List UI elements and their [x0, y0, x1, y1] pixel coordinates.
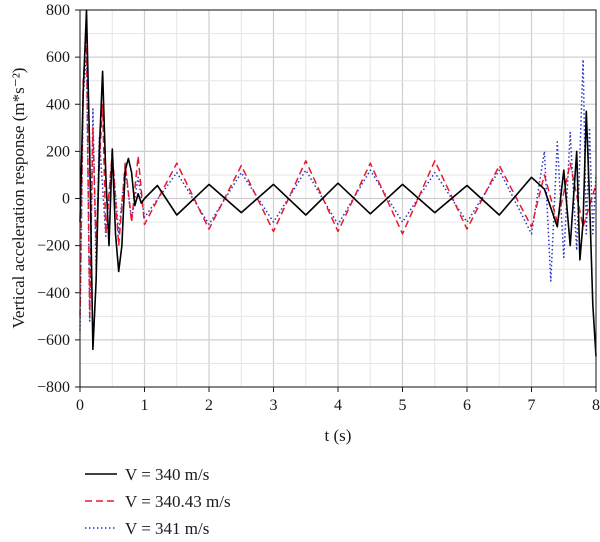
x-tick-label: 2 — [205, 397, 213, 414]
x-tick-label: 7 — [528, 397, 536, 414]
legend-label-1: V = 340 m/s — [125, 465, 209, 484]
x-axis-title: t (s) — [325, 426, 352, 445]
series-line-3 — [79, 56, 597, 331]
series-line-1 — [79, 9, 597, 357]
x-tick-label: 8 — [592, 397, 600, 414]
series-layer — [79, 9, 597, 357]
x-tick-label: 1 — [141, 397, 149, 414]
y-tick-label: −200 — [37, 238, 70, 255]
y-tick-label: −600 — [37, 332, 70, 349]
y-tick-label: 0 — [62, 191, 70, 208]
x-tick-label: 3 — [270, 397, 278, 414]
x-axis: 0 1 2 3 4 5 6 7 8 — [76, 387, 600, 414]
legend: V = 340 m/s V = 340.43 m/s V = 341 m/s — [85, 465, 231, 538]
y-tick-label: −800 — [37, 379, 70, 396]
y-tick-label: 200 — [46, 143, 70, 160]
x-tick-label: 0 — [76, 397, 84, 414]
y-tick-label: 800 — [46, 2, 70, 19]
legend-label-2: V = 340.43 m/s — [125, 492, 231, 511]
y-axis-title: Vertical acceleration response (m*s⁻²) — [9, 68, 28, 329]
y-tick-label: −400 — [37, 285, 70, 302]
x-tick-label: 4 — [334, 397, 342, 414]
y-axis: −800 −600 −400 −200 0 200 400 600 800 — [37, 2, 80, 396]
legend-label-3: V = 341 m/s — [125, 519, 209, 538]
x-tick-label: 5 — [399, 397, 407, 414]
y-tick-label: 600 — [46, 49, 70, 66]
x-tick-label: 6 — [463, 397, 471, 414]
grid — [79, 9, 597, 388]
y-tick-label: 400 — [46, 96, 70, 113]
